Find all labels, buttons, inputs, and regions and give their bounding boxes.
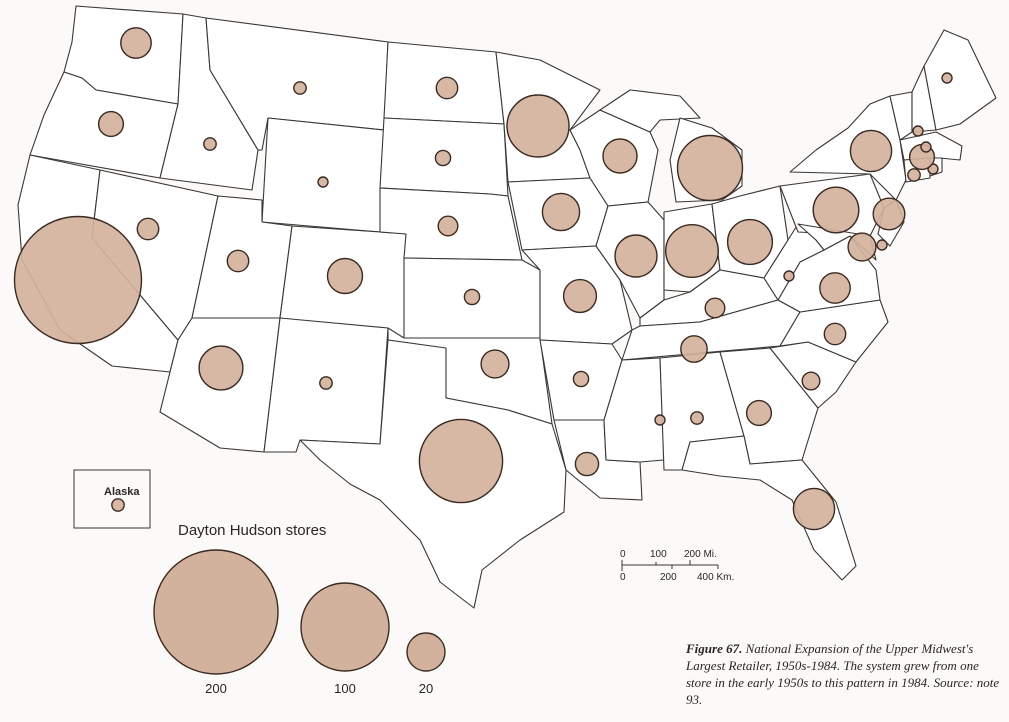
- scale-km-200: 200: [660, 572, 677, 583]
- store-symbol-al: [690, 411, 704, 425]
- store-symbol-tn: [680, 335, 708, 363]
- store-symbol-ne: [437, 215, 459, 237]
- store-symbol-mo: [562, 278, 598, 314]
- store-symbol-mt: [293, 81, 307, 95]
- store-symbol-de: [876, 239, 888, 251]
- store-symbol-ut: [226, 249, 250, 273]
- store-symbol-ia: [541, 192, 581, 232]
- figure-label: Figure 67.: [686, 641, 743, 656]
- store-symbol-ms: [654, 414, 666, 426]
- store-symbol-mn: [506, 94, 570, 158]
- scale-mi-200: 200 Mi.: [684, 549, 717, 560]
- store-symbol-nj: [872, 197, 906, 231]
- store-symbol-nm: [319, 376, 333, 390]
- legend-title: Dayton Hudson stores: [178, 522, 326, 539]
- store-symbol-ny: [849, 129, 893, 173]
- store-symbol-md: [847, 232, 877, 262]
- store-symbol-ca: [13, 215, 143, 345]
- scale-km-400: 400 Km.: [697, 572, 734, 583]
- store-symbol-ct: [907, 168, 921, 182]
- scale-km-0: 0: [620, 572, 626, 583]
- state-maine: [923, 29, 997, 131]
- legend-label-100: 100: [334, 681, 356, 696]
- store-symbol-nh: [920, 141, 932, 153]
- store-symbol-in: [665, 223, 720, 278]
- store-symbol-va: [819, 272, 851, 304]
- alaska-inset: Alaska: [73, 469, 151, 529]
- store-symbol-ok: [480, 349, 510, 379]
- legend-label-200: 200: [205, 681, 227, 696]
- store-symbol-mi: [676, 134, 744, 202]
- store-symbol-il: [614, 234, 658, 278]
- scale-bar: 0 100 200 Mi. 0 200 400 Km.: [620, 549, 734, 583]
- store-symbol-wv: [783, 270, 795, 282]
- store-symbol-sc: [801, 371, 821, 391]
- legend-symbol-200: [153, 549, 279, 675]
- scale-mi-100: 100: [650, 549, 667, 560]
- store-symbol-ky: [704, 297, 726, 319]
- store-symbol-ga: [745, 399, 773, 427]
- store-symbol-wa: [120, 27, 152, 59]
- store-symbols: [13, 27, 953, 531]
- store-symbol-ar: [572, 370, 590, 388]
- store-symbol-nd: [435, 76, 459, 100]
- store-symbol-pa: [812, 186, 860, 234]
- store-symbol-la: [574, 451, 600, 477]
- state-florida: [681, 435, 857, 581]
- legend: Dayton Hudson stores 200 100 20: [153, 522, 446, 696]
- store-symbol-fl: [792, 487, 836, 531]
- scale-mi-0: 0: [620, 549, 626, 560]
- store-symbol-ks: [463, 288, 481, 306]
- store-symbol-or: [97, 110, 125, 138]
- store-symbol-id: [203, 137, 217, 151]
- store-symbol-sd: [434, 149, 452, 167]
- legend-symbol-20: [406, 632, 446, 672]
- store-symbol-me: [941, 72, 953, 84]
- store-symbol-co: [326, 257, 364, 295]
- caption-text: National Expansion of the Upper Midwest'…: [686, 641, 1000, 707]
- state-boundaries: [17, 5, 997, 609]
- store-symbol-wi: [602, 138, 638, 174]
- legend-label-20: 20: [419, 681, 433, 696]
- store-symbol-tx: [418, 418, 504, 504]
- alaska-label: Alaska: [104, 486, 140, 498]
- store-symbol-ak: [111, 498, 125, 512]
- store-symbol-nv: [136, 217, 160, 241]
- store-symbol-vt: [912, 125, 924, 137]
- store-symbol-wy: [317, 176, 329, 188]
- legend-symbol-100: [300, 582, 390, 672]
- store-symbol-oh: [726, 218, 774, 266]
- store-symbol-nc: [823, 322, 847, 346]
- state-wyoming: [261, 117, 385, 233]
- state-michigan-upper: [599, 89, 701, 133]
- store-symbol-az: [198, 345, 244, 391]
- figure-caption: Figure 67. National Expansion of the Upp…: [686, 640, 1002, 708]
